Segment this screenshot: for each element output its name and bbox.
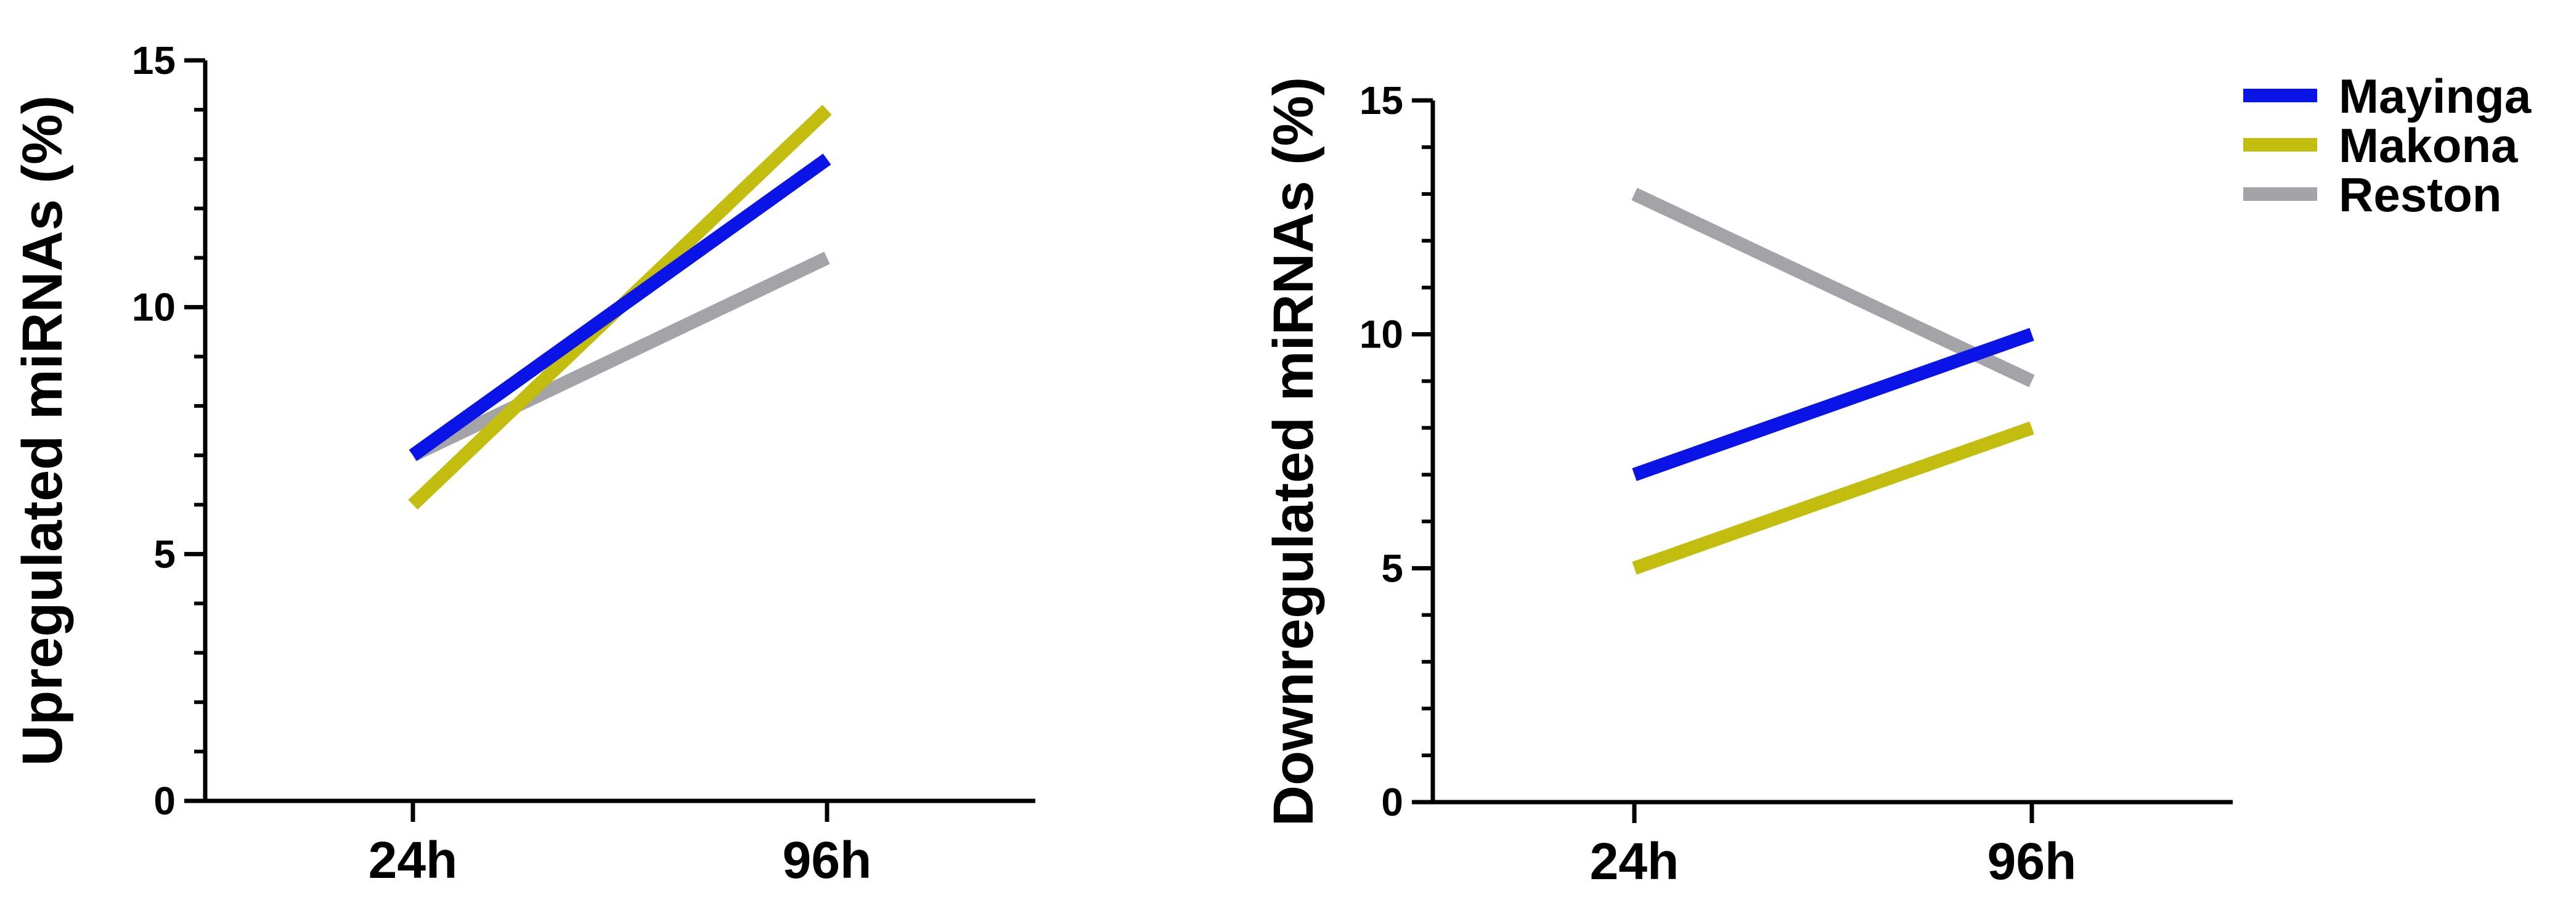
- legend-label-makona: Makona: [2339, 118, 2518, 172]
- y-axis-title: Downregulated miRNAs (%): [1262, 77, 1325, 827]
- x-tick-label: 96h: [1987, 832, 2077, 890]
- legend-label-mayinga: Mayinga: [2339, 69, 2532, 123]
- x-tick-label: 24h: [1590, 832, 1679, 890]
- y-axis-title: Upregulated miRNAs (%): [11, 95, 74, 766]
- y-tick-label: 15: [132, 38, 176, 83]
- y-tick-label: 15: [1359, 78, 1403, 123]
- y-tick-label: 5: [1381, 546, 1403, 590]
- series-line-reston: [1631, 187, 2035, 388]
- y-tick-label: 0: [1381, 780, 1403, 824]
- series-line-reston: [410, 251, 830, 461]
- series-line-mayinga: [409, 153, 831, 461]
- downregulated-chart: 0 5 10 15 24h 96h Downregulated miRNAs (%): [1262, 77, 2233, 890]
- legend-label-reston: Reston: [2339, 168, 2501, 222]
- x-tick-label: 24h: [369, 831, 458, 889]
- x-tick-label: 96h: [783, 831, 872, 889]
- y-tick-label: 10: [132, 285, 176, 330]
- y-tick-label: 5: [153, 532, 176, 576]
- series-line-makona: [1632, 421, 2034, 575]
- y-tick-label: 10: [1359, 312, 1403, 357]
- series-line-mayinga: [1632, 328, 2034, 481]
- y-tick-label: 0: [153, 779, 176, 823]
- upregulated-chart: 0 5 10 15 24h 96h Upregulated miRNAs (%): [11, 38, 1035, 889]
